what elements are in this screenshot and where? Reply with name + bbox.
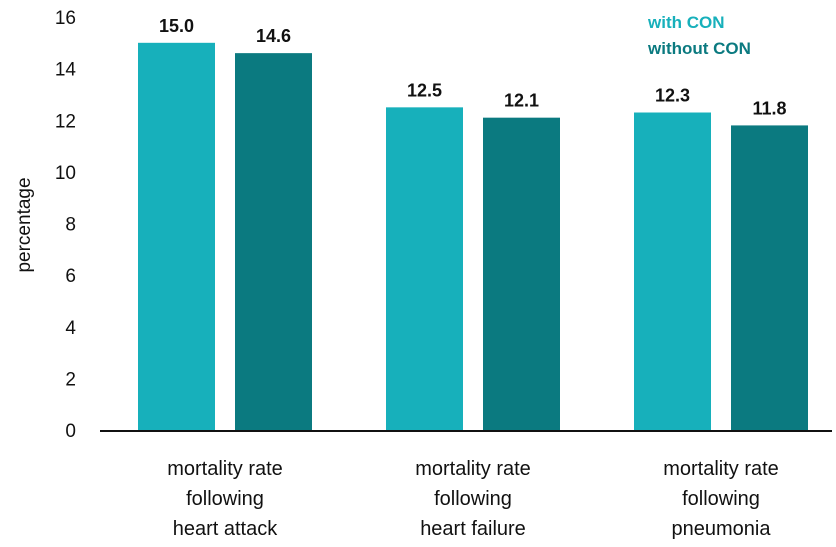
y-tick-label: 4 xyxy=(65,318,76,339)
legend-item: without CON xyxy=(647,39,751,58)
bar xyxy=(138,42,215,430)
data-label: 12.1 xyxy=(504,91,539,111)
y-axis-label: percentage xyxy=(14,177,35,272)
data-label: 12.5 xyxy=(407,80,442,100)
category-label: mortality rate xyxy=(663,458,779,480)
category-label: following xyxy=(434,488,512,510)
legend: with CON without CON xyxy=(647,13,751,58)
bars xyxy=(138,42,808,430)
data-label: 14.6 xyxy=(256,26,291,46)
y-tick-label: 2 xyxy=(65,369,76,390)
x-axis: mortality rate following heart attack morta… xyxy=(167,458,779,540)
y-tick-label: 10 xyxy=(55,163,76,184)
y-tick-label: 0 xyxy=(65,421,76,442)
category-label: following xyxy=(186,488,264,510)
bar xyxy=(483,117,560,430)
category-label: mortality rate xyxy=(167,458,283,480)
legend-item: with CON xyxy=(647,13,725,32)
data-label: 11.8 xyxy=(752,98,786,118)
y-axis: 0 2 4 6 8 10 12 14 16 xyxy=(55,8,77,442)
category-label: mortality rate xyxy=(415,458,531,480)
data-label: 15.0 xyxy=(159,16,194,36)
y-tick-label: 16 xyxy=(55,8,76,29)
bar xyxy=(634,112,711,430)
category-label: heart attack xyxy=(173,518,279,540)
category-label: pneumonia xyxy=(672,518,772,540)
y-tick-label: 6 xyxy=(65,266,76,287)
bar xyxy=(731,125,808,430)
y-tick-label: 14 xyxy=(55,60,77,81)
data-labels: 15.0 14.6 12.5 12.1 12.3 11.8 xyxy=(159,16,787,119)
y-tick-label: 8 xyxy=(65,215,76,236)
category-label: following xyxy=(682,488,760,510)
category-label: heart failure xyxy=(420,518,526,540)
data-label: 12.3 xyxy=(655,86,690,106)
y-tick-label: 12 xyxy=(55,111,76,132)
bar xyxy=(386,107,463,430)
bar xyxy=(235,53,312,430)
